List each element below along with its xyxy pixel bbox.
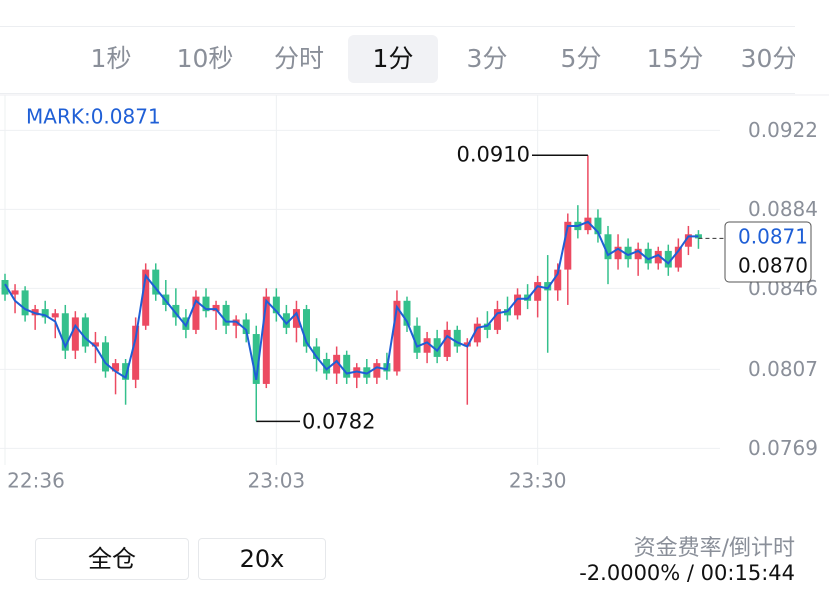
candle-body bbox=[61, 313, 69, 351]
x-tick-label: 23:03 bbox=[248, 469, 306, 493]
interval-tab[interactable]: 1分 bbox=[348, 35, 438, 83]
candle-body bbox=[202, 296, 210, 312]
candle-body bbox=[172, 304, 180, 318]
funding-value: -2.0000% / 00:15:44 bbox=[579, 561, 795, 585]
candle-body bbox=[282, 313, 290, 328]
candle-body bbox=[443, 329, 451, 357]
candle-body bbox=[222, 304, 230, 326]
candle-body bbox=[514, 294, 522, 316]
y-tick-label: 0.0769 bbox=[748, 436, 818, 460]
candle-body bbox=[81, 317, 89, 347]
mark-line bbox=[4, 220, 699, 380]
interval-tab[interactable]: 3分 bbox=[466, 44, 508, 73]
price-box bbox=[724, 221, 812, 283]
candle-body bbox=[403, 300, 411, 326]
candle-body bbox=[132, 325, 140, 380]
candle-body bbox=[41, 309, 49, 318]
candle-body bbox=[303, 309, 310, 347]
candle-body bbox=[51, 313, 59, 318]
candle-body bbox=[644, 248, 652, 264]
mark-price: 0.0871 bbox=[738, 225, 808, 249]
candle-body bbox=[483, 323, 491, 330]
min-annotation: 0.0782 bbox=[302, 409, 375, 433]
candle-body bbox=[272, 296, 280, 314]
candle-body bbox=[373, 363, 381, 378]
interval-tab[interactable]: 5分 bbox=[560, 44, 602, 73]
y-tick-label: 0.0807 bbox=[748, 357, 818, 381]
y-tick-label: 0.0884 bbox=[748, 197, 818, 221]
candle-body bbox=[564, 221, 572, 270]
candle-body bbox=[664, 250, 672, 268]
candle-body bbox=[102, 342, 109, 372]
candle-body bbox=[544, 282, 552, 291]
candle-body bbox=[91, 342, 99, 347]
candle-body bbox=[504, 309, 511, 316]
candle-body bbox=[594, 217, 602, 235]
interval-tab[interactable]: 1秒 bbox=[90, 44, 132, 73]
interval-tab[interactable]: 10秒 bbox=[176, 44, 234, 73]
candle-body bbox=[634, 248, 642, 260]
candle-body bbox=[313, 346, 321, 359]
candle-body bbox=[212, 304, 220, 312]
candle-body bbox=[413, 325, 421, 353]
x-tick-label: 22:36 bbox=[7, 469, 65, 493]
candle-body bbox=[1, 280, 9, 295]
candle-body bbox=[122, 363, 130, 380]
interval-tab[interactable]: 15分 bbox=[646, 44, 704, 73]
leverage-button[interactable]: 20x bbox=[198, 538, 326, 580]
candle-body bbox=[423, 338, 431, 353]
interval-tab[interactable]: 30分 bbox=[740, 44, 795, 73]
candle-body bbox=[152, 269, 160, 295]
y-tick-label: 0.0922 bbox=[748, 118, 818, 142]
interval-tabs: 1秒 10秒 分时 1分 3分 5分 15分 30分 bbox=[0, 26, 795, 94]
candle-body bbox=[71, 317, 79, 351]
candle-body bbox=[112, 363, 120, 372]
candle-body bbox=[684, 234, 692, 247]
candle-body bbox=[584, 217, 592, 231]
candle-body bbox=[393, 300, 401, 372]
candle-body bbox=[654, 250, 662, 264]
candle-body bbox=[433, 338, 441, 357]
margin-mode-button[interactable]: 全仓 bbox=[35, 538, 189, 580]
funding-label: 资金费率/倒计时 bbox=[633, 536, 795, 561]
candle-body bbox=[21, 290, 29, 316]
candle-body bbox=[624, 246, 632, 260]
candle-body bbox=[323, 358, 331, 374]
interval-tab[interactable]: 分时 bbox=[273, 44, 324, 73]
candle-body bbox=[493, 309, 501, 330]
candle-body bbox=[343, 354, 351, 378]
candle-body bbox=[262, 296, 270, 384]
candle-body bbox=[333, 354, 341, 374]
candle-body bbox=[242, 319, 250, 335]
candle-body bbox=[554, 269, 562, 291]
candle-body bbox=[453, 329, 461, 347]
candle-body bbox=[252, 334, 260, 384]
candle-body bbox=[353, 367, 361, 378]
candle-body bbox=[192, 296, 200, 330]
candle-body bbox=[142, 269, 150, 326]
x-tick-label: 23:30 bbox=[509, 469, 567, 493]
candle-body bbox=[604, 234, 612, 260]
candle-body bbox=[11, 290, 19, 295]
mark-label: MARK:0.0871 bbox=[26, 105, 161, 129]
candle-body bbox=[534, 282, 542, 301]
candle-body bbox=[292, 309, 300, 328]
max-annotation: 0.0910 bbox=[457, 142, 530, 166]
candle-body bbox=[614, 246, 622, 260]
candle-body bbox=[674, 246, 682, 268]
last-price: 0.0870 bbox=[738, 254, 808, 278]
candle-body bbox=[473, 323, 481, 343]
